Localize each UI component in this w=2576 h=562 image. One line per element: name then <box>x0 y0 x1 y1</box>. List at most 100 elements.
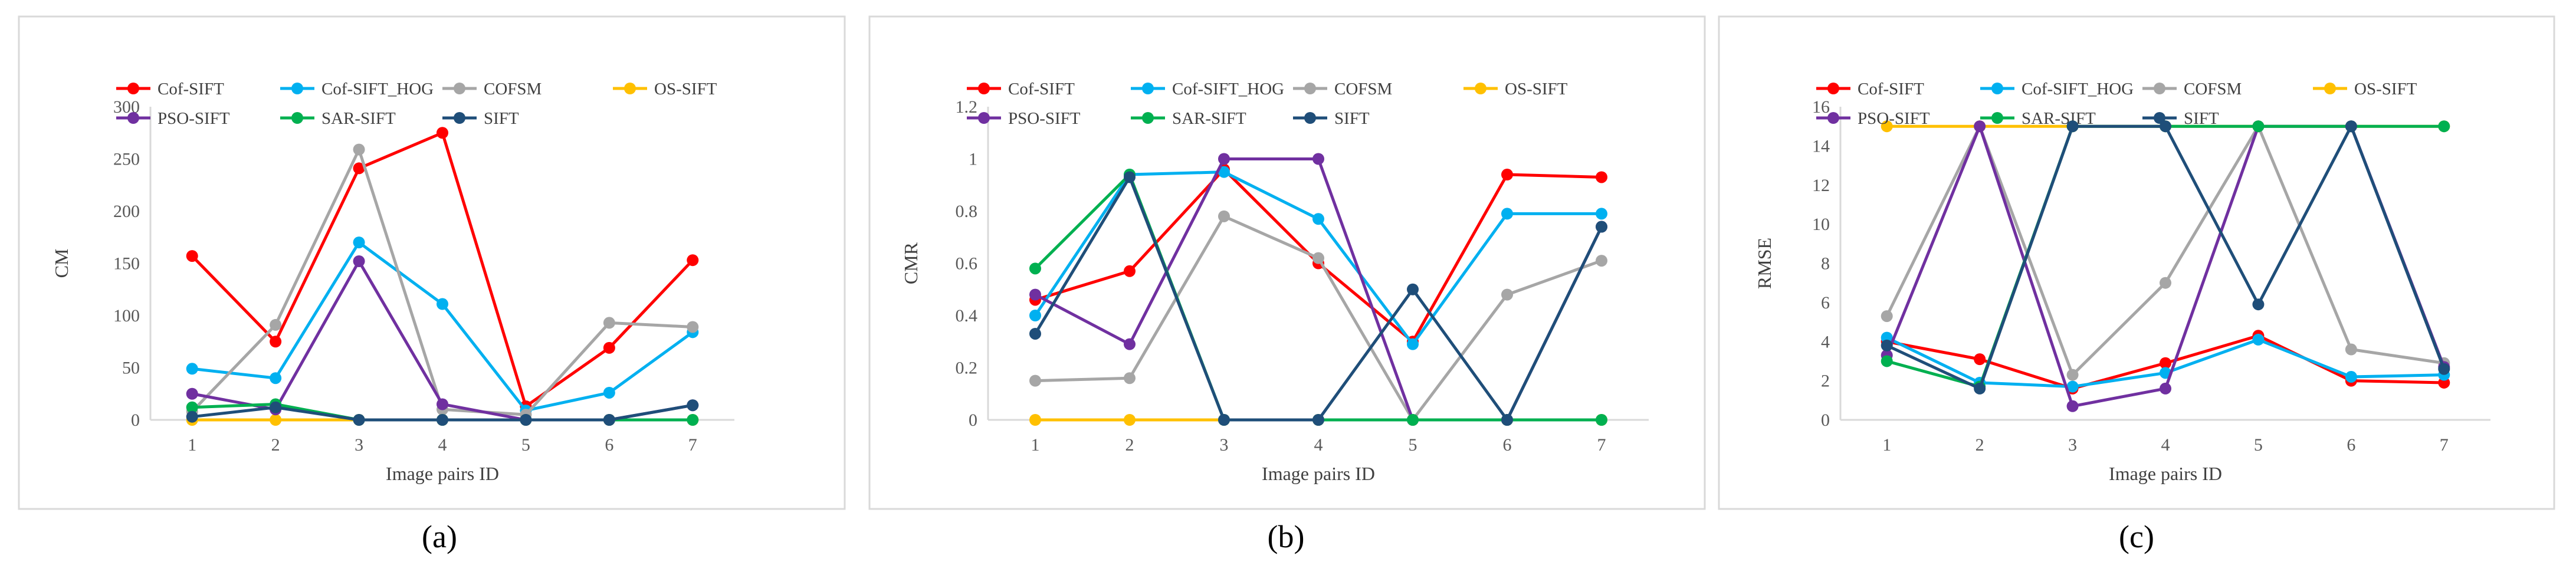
data-point <box>687 399 699 412</box>
legend-swatch-marker <box>978 83 990 94</box>
data-point <box>1124 414 1136 426</box>
data-point <box>1029 262 1041 275</box>
data-point <box>1312 213 1324 225</box>
y-tick-label: 0.2 <box>956 359 978 378</box>
y-tick-label: 50 <box>122 359 140 378</box>
legend-label: SAR-SIFT <box>1172 109 1246 128</box>
legend-item: Cof-SIFT_HOG <box>1980 80 2134 98</box>
y-tick-label: 16 <box>1812 97 1830 117</box>
legend-swatch-marker <box>1142 83 1154 94</box>
x-tick-label: 7 <box>2440 435 2449 455</box>
legend-item: SAR-SIFT <box>280 109 396 128</box>
x-tick-label: 2 <box>271 435 280 455</box>
data-point <box>353 162 365 175</box>
legend-swatch-marker <box>2324 83 2336 94</box>
legend-swatch-marker <box>454 83 465 94</box>
legend-swatch-marker <box>454 112 465 124</box>
panel-caption: (b) <box>1268 519 1305 554</box>
y-tick-label: 0 <box>131 410 140 430</box>
data-point <box>603 341 615 354</box>
x-tick-label: 6 <box>2347 435 2355 455</box>
y-axis-title: CMR <box>900 242 921 284</box>
legend-swatch-marker <box>1991 83 2003 94</box>
x-tick-label: 2 <box>1125 435 1134 455</box>
series-cof-sift-hog <box>186 236 699 417</box>
x-tick-label: 3 <box>2068 435 2077 455</box>
x-tick-label: 1 <box>1882 435 1891 455</box>
data-point <box>1312 252 1324 264</box>
data-point <box>2066 380 2079 393</box>
legend-label: SIFT <box>2184 109 2219 128</box>
series-sift <box>186 399 699 426</box>
data-point <box>2160 277 2171 289</box>
y-tick-label: 1.2 <box>956 97 978 117</box>
data-point <box>1124 372 1136 384</box>
y-tick-label: 6 <box>1821 293 1830 313</box>
data-point <box>2252 333 2265 346</box>
x-tick-label: 2 <box>1976 435 1984 455</box>
data-point <box>2160 382 2171 395</box>
legend-label: PSO-SIFT <box>157 109 230 128</box>
data-point <box>1407 283 1419 295</box>
legend-item: Cof-SIFT <box>116 80 224 98</box>
x-tick-label: 3 <box>355 435 363 455</box>
data-point <box>270 318 282 331</box>
legend-item: PSO-SIFT <box>116 109 230 128</box>
y-tick-label: 100 <box>113 306 140 326</box>
legend-item: SAR-SIFT <box>1980 109 2096 128</box>
data-point <box>1596 414 1607 426</box>
data-point <box>603 386 615 399</box>
legend-swatch-marker <box>291 112 303 124</box>
y-tick-label: 8 <box>1821 254 1830 274</box>
data-point <box>1881 355 1893 367</box>
data-point <box>1501 414 1513 426</box>
data-point <box>270 401 282 413</box>
legend-label: Cof-SIFT <box>157 80 224 98</box>
data-point <box>2438 120 2450 133</box>
y-tick-label: 1 <box>969 150 977 169</box>
data-point <box>1974 382 1986 395</box>
series-cofsm <box>1029 210 1607 426</box>
legend-item: Cof-SIFT_HOG <box>1131 80 1284 98</box>
legend-item: OS-SIFT <box>1463 80 1568 98</box>
series-sift <box>1881 120 2450 395</box>
y-tick-label: 0 <box>1821 410 1830 430</box>
panel-border <box>18 15 846 510</box>
data-point <box>2066 400 2079 412</box>
x-tick-label: 5 <box>1409 435 1417 455</box>
data-point <box>1124 171 1136 183</box>
data-point <box>1596 171 1607 183</box>
legend-label: SIFT <box>484 109 519 128</box>
data-point <box>1029 310 1041 321</box>
x-axis-title: Image pairs ID <box>1262 463 1375 484</box>
data-point <box>437 398 448 410</box>
x-tick-label: 6 <box>1503 435 1512 455</box>
legend-label: Cof-SIFT <box>1008 80 1075 98</box>
series-line <box>1885 124 2446 390</box>
legend-item: OS-SIFT <box>2313 80 2417 98</box>
chart-panel-2: 0 0.2 0.4 0.6 0.8 1 1.2 1 2 3 4 5 6 7 Image pairs ID CM… <box>868 15 1706 510</box>
data-point <box>1312 153 1324 165</box>
legend-swatch-marker <box>127 112 139 124</box>
legend-label: SAR-SIFT <box>2022 109 2096 128</box>
data-point <box>1974 120 1986 133</box>
data-point <box>437 298 448 310</box>
series-line <box>1033 173 1603 422</box>
legend-swatch-marker <box>291 83 303 94</box>
data-point <box>1029 414 1041 426</box>
y-tick-label: 12 <box>1812 176 1830 195</box>
legend-swatch-marker <box>978 112 990 124</box>
data-point <box>2345 343 2357 356</box>
legend-item: COFSM <box>442 80 542 98</box>
data-point <box>1881 120 1893 133</box>
y-tick-label: 2 <box>1821 372 1830 391</box>
panel-border <box>868 15 1706 510</box>
legend-label: OS-SIFT <box>654 80 717 98</box>
legend-item: SIFT <box>1293 109 1370 128</box>
y-tick-label: 0.4 <box>956 306 978 326</box>
data-point <box>186 250 198 262</box>
y-axis-title: CM <box>51 249 72 278</box>
data-point <box>1029 327 1041 340</box>
